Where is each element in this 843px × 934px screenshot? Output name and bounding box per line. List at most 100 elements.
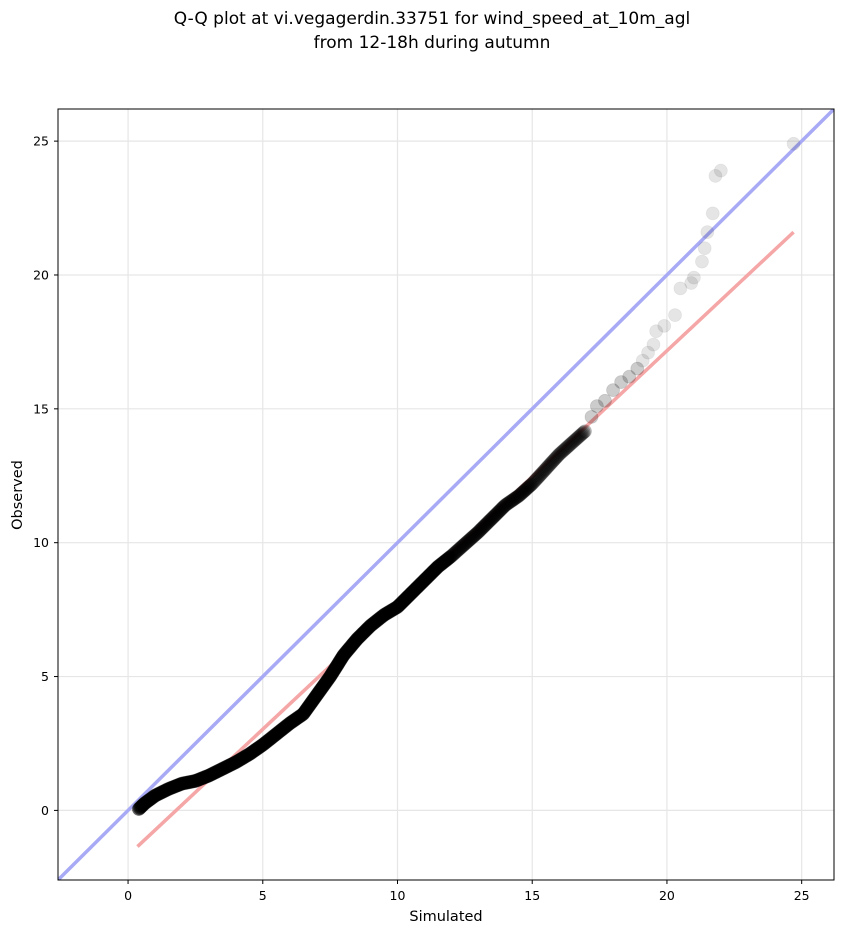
quantile-point [549, 450, 563, 465]
quantile-point [540, 459, 555, 474]
quantile-point [447, 546, 462, 560]
quantile-point [491, 505, 505, 520]
quantile-point [466, 529, 481, 543]
quantile-point [525, 476, 540, 491]
quantile-point [559, 441, 573, 456]
quantile-point [523, 478, 537, 493]
quantile-point [569, 432, 583, 447]
quantile-point [500, 496, 515, 511]
quantile-point [686, 270, 701, 285]
quantile-point [448, 545, 463, 559]
quantile-point [509, 490, 524, 505]
quantile-point [526, 475, 541, 490]
quantile-point [684, 276, 699, 290]
quantile-point [576, 425, 591, 440]
y-tick-label: 20 [33, 267, 49, 282]
quantile-point [531, 470, 546, 484]
quantile-point [485, 510, 500, 525]
quantile-point [473, 523, 488, 537]
quantile-point [541, 458, 556, 473]
quantile-point [452, 542, 467, 556]
quantile-point [516, 484, 531, 499]
y-axis-label: Observed [10, 460, 26, 530]
quantile-point [498, 498, 513, 513]
quantile-point [657, 318, 672, 333]
quantile-point [548, 451, 562, 466]
quantile-point [459, 536, 473, 550]
quantile-point [478, 517, 493, 532]
quantile-point [560, 440, 574, 455]
quantile-point [556, 443, 571, 458]
quantile-point [570, 431, 585, 446]
quantile-point [557, 442, 572, 457]
quantile-point [518, 482, 533, 497]
quantile-point [708, 169, 723, 183]
quantile-point [445, 548, 460, 562]
quantile-point [495, 501, 510, 516]
y-tick-label: 15 [33, 401, 49, 416]
quantile-points [131, 136, 801, 816]
quantile-point [550, 449, 564, 464]
quantile-point [510, 489, 525, 504]
quantile-point [565, 435, 580, 450]
quantile-point [456, 538, 471, 552]
quantile-point [578, 424, 592, 439]
identity-line [58, 109, 834, 880]
quantile-point [477, 518, 492, 533]
x-axis-label: Simulated [409, 909, 482, 925]
quantile-point [471, 525, 486, 539]
quantile-point [443, 550, 458, 564]
quantile-point [493, 503, 507, 518]
quantile-point [504, 494, 519, 508]
quantile-point [470, 526, 485, 540]
quantile-point [539, 461, 554, 475]
quantile-point [464, 531, 479, 545]
y-tick-label: 25 [33, 134, 49, 149]
quantile-point [468, 528, 482, 542]
quantile-point [502, 495, 516, 510]
quantile-point [497, 499, 512, 514]
quantile-point [546, 454, 560, 469]
x-tick-label: 25 [794, 888, 810, 903]
quantile-point [494, 502, 509, 517]
y-tick-label: 10 [33, 535, 49, 550]
quantile-point [649, 324, 664, 339]
quantile-point [606, 383, 620, 397]
quantile-point [673, 281, 688, 296]
quantile-point [545, 455, 559, 470]
quantile-point [506, 492, 521, 507]
quantile-point [567, 433, 582, 448]
quantile-point [584, 409, 599, 424]
quantile-point [573, 428, 588, 443]
quantile-point [519, 481, 534, 496]
x-tick-label: 0 [124, 888, 132, 903]
quantile-point [451, 543, 466, 557]
quantile-point [561, 439, 576, 454]
quantile-point [514, 486, 528, 501]
quantile-point [482, 513, 497, 528]
quantile-point [563, 437, 578, 452]
quantile-point [486, 509, 501, 524]
quantile-point [462, 533, 477, 547]
quantile-point [555, 444, 570, 459]
quantile-point [635, 353, 650, 368]
quantile-point [551, 448, 566, 463]
quantile-point [529, 472, 544, 487]
quantile-point [713, 163, 728, 178]
quantile-point [668, 308, 682, 323]
quantile-point [511, 488, 526, 503]
quantile-point [524, 477, 538, 492]
quantile-point [547, 453, 561, 467]
quantile-point [536, 464, 551, 479]
quantile-point [454, 540, 469, 554]
quantile-point [496, 500, 511, 515]
quantile-point [479, 516, 494, 531]
axis-ticks: 0 5 10 15 20 25 0 5 10 15 20 25 [33, 134, 810, 903]
quantile-point [700, 225, 715, 240]
quantile-point [554, 445, 569, 460]
quantile-point [472, 524, 487, 538]
quantile-point [505, 493, 520, 507]
quantile-point [641, 345, 655, 360]
quantile-point [646, 337, 661, 352]
x-tick-label: 15 [524, 888, 540, 903]
